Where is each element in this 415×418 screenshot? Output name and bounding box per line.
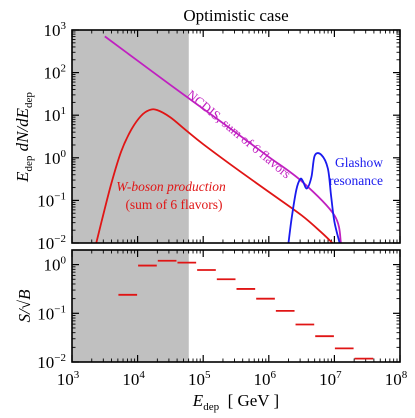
top-frame bbox=[71, 29, 401, 244]
xtick-label: 105 bbox=[188, 369, 211, 389]
xtick-label: 108 bbox=[385, 369, 408, 389]
top-panel: 10−2 10−1 100 101 102 103 NCDIS, sum of 6 fla… bbox=[13, 20, 401, 253]
bottom-ytick-label: 10−1 bbox=[37, 303, 66, 323]
top-ytick-label: 10−1 bbox=[37, 190, 66, 210]
bottom-ylabel: S/√B bbox=[15, 289, 34, 323]
bottom-frame bbox=[71, 249, 401, 363]
glashow-annotation-line1: Glashow bbox=[335, 155, 383, 170]
xlabel-unit: [ GeV ] bbox=[219, 391, 279, 410]
xlabel: Edep [ GeV ] bbox=[192, 391, 279, 413]
glashow-annotation-line2: resonance bbox=[329, 173, 383, 188]
top-ytick-label: 100 bbox=[44, 148, 67, 168]
ncdis-curve bbox=[104, 35, 342, 243]
top-ytick-label: 103 bbox=[44, 20, 67, 40]
xtick-label: 103 bbox=[57, 369, 80, 389]
bottom-ytick-label: 10−2 bbox=[37, 352, 66, 372]
top-ytick-label: 101 bbox=[44, 105, 67, 125]
xlabel-main: E bbox=[192, 391, 204, 410]
w-boson-annotation-line1: W-boson production bbox=[116, 179, 226, 194]
ylabel-mid: dN/dE bbox=[13, 107, 32, 155]
xlabel-sub: dep bbox=[203, 401, 219, 413]
top-ytick-label: 102 bbox=[44, 63, 67, 83]
top-ytick-label: 10−2 bbox=[37, 233, 66, 253]
top-shaded-region bbox=[72, 30, 189, 243]
ncdis-annotation: NCDIS, sum of 6 flavors bbox=[184, 87, 294, 182]
xtick-label: 106 bbox=[254, 369, 277, 389]
w-boson-curve bbox=[95, 108, 334, 243]
xtick-label: 107 bbox=[319, 369, 342, 389]
bottom-panel: 10−2 10−1 100 103 104 105 106 107 108 S/√B Edep… bbox=[15, 249, 408, 413]
top-ylabel: Edep dN/dEdep bbox=[13, 92, 35, 183]
chart-title: Optimistic case bbox=[183, 6, 288, 25]
ylabel-sub2: dep bbox=[23, 92, 35, 108]
glashow-curve bbox=[287, 152, 341, 243]
bottom-shaded-region bbox=[72, 250, 189, 362]
xtick-label: 104 bbox=[122, 369, 145, 389]
ylabel-main: E bbox=[13, 171, 32, 183]
w-boson-annotation-line2: (sum of 6 flavors) bbox=[125, 197, 222, 212]
ylabel-sub1: dep bbox=[23, 155, 35, 171]
bottom-ytick-label: 100 bbox=[44, 255, 67, 275]
